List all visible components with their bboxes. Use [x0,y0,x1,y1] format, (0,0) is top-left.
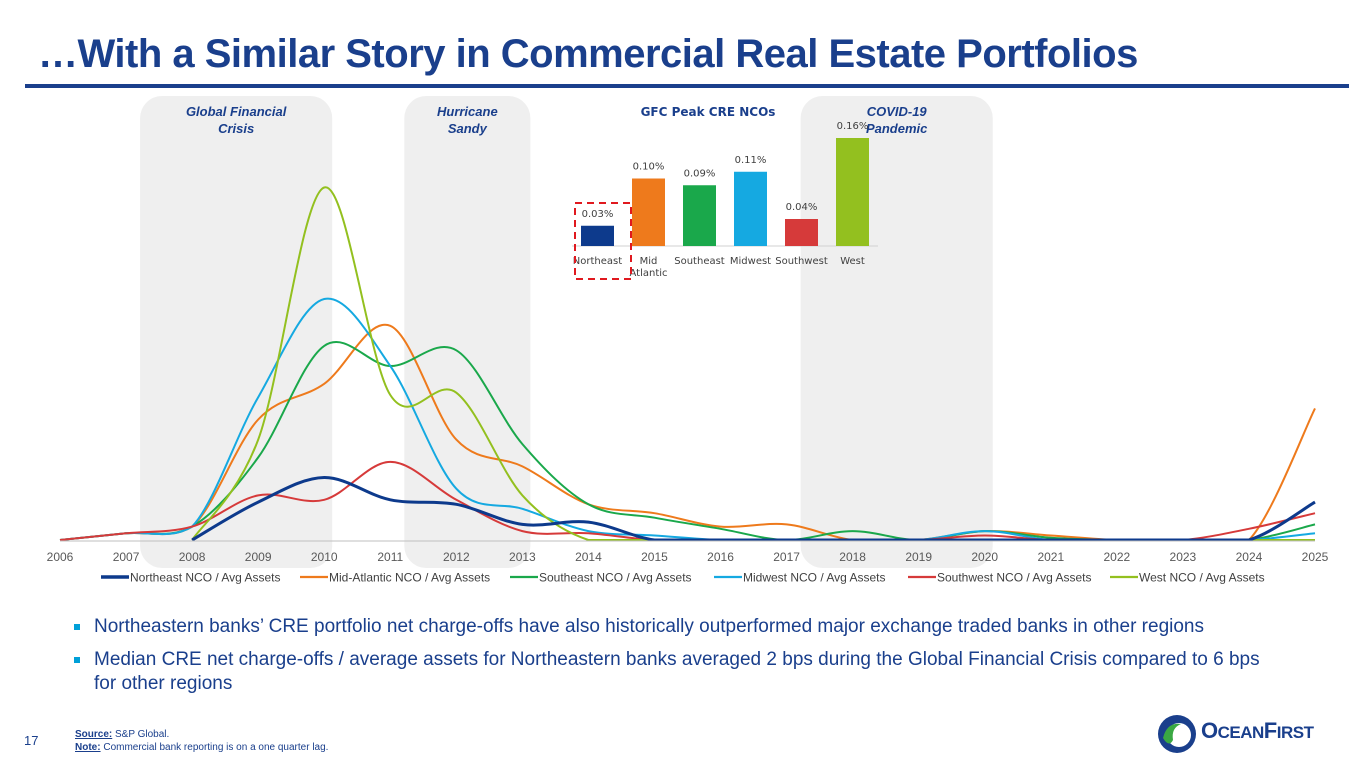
x-tick-label: 2025 [1302,550,1329,564]
bullet-item: Northeastern banks’ CRE portfolio net ch… [74,615,1274,639]
x-tick-label: 2018 [839,550,866,564]
bar-category-label: West [840,256,865,267]
period-label: Pandemic [866,121,928,136]
x-tick-label: 2013 [509,550,536,564]
bar-category-label: Southwest [775,256,828,267]
x-tick-label: 2020 [971,550,998,564]
northeast-highlight-box [574,202,632,280]
x-tick-label: 2006 [47,550,74,564]
legend-item: Southwest NCO / Avg Assets [908,571,1092,585]
cre-nco-chart: Global Financial Crisis Hurricane Sandy COVI… [47,96,1329,585]
bar-midwest [734,171,767,246]
period-label: COVID-19 [867,104,928,119]
bar-category-label: Midwest [730,256,771,267]
title-divider [25,84,1349,88]
legend-item: West NCO / Avg Assets [1110,571,1265,585]
footnotes: Source: S&P Global. Note: Commercial ban… [75,728,328,754]
bar-northeast [581,225,614,246]
shaded-period-3 [800,96,993,568]
bullet-square-icon [74,624,80,630]
legend-label: Mid-Atlantic NCO / Avg Assets [329,571,490,585]
x-tick-label: 2021 [1037,550,1064,564]
x-tick-label: 2011 [377,550,403,564]
oceanfirst-logo: OCEANFIRST [1157,712,1342,756]
bar-value-label: 0.09% [684,168,716,179]
shaded-period-1 [140,96,333,568]
bar-southwest [785,219,818,246]
bar-mid-atlantic [632,178,665,246]
bullet-text: Median CRE net charge-offs / average ass… [94,649,1260,694]
bullet-list: Northeastern banks’ CRE portfolio net ch… [74,615,1274,705]
legend-label: Midwest NCO / Avg Assets [743,571,886,585]
bar-value-label: 0.11% [735,155,767,166]
legend-item: Mid-Atlantic NCO / Avg Assets [300,571,490,585]
x-tick-label: 2023 [1170,550,1197,564]
logo-wordmark: OCEANFIRST [1201,718,1314,743]
inset-chart-title: GFC Peak CRE NCOs [641,105,776,119]
x-tick-label: 2010 [311,550,338,564]
page-number: 17 [24,733,39,748]
period-label: Hurricane [437,104,498,119]
x-tick-label: 2024 [1236,550,1263,564]
bullet-item: Median CRE net charge-offs / average ass… [74,648,1274,696]
x-tick-label: 2015 [641,550,668,564]
note-text: Commercial bank reporting is on a one qu… [103,742,329,753]
bar-southeast [683,185,716,246]
x-tick-label: 2007 [113,550,140,564]
x-tick-label: 2016 [707,550,734,564]
x-tick-label: 2009 [245,550,272,564]
period-label: Global Financial [186,104,287,119]
bar-value-label: 0.16% [837,121,869,132]
bar-value-label: 0.04% [786,202,818,213]
x-tick-label: 2022 [1103,550,1130,564]
period-label: Crisis [218,121,254,136]
source-text: S&P Global. [115,729,170,740]
logo-wave-icon [1158,715,1196,753]
bar-west [836,138,869,246]
x-tick-label: 2019 [905,550,932,564]
legend-label: Northeast NCO / Avg Assets [130,571,281,585]
bar-category-label: Southeast [674,256,725,267]
source-label: Source: [75,729,113,740]
legend-item: Southeast NCO / Avg Assets [510,571,692,585]
x-tick-label: 2012 [443,550,470,564]
bar-value-label: 0.10% [633,162,665,173]
x-tick-label: 2008 [179,550,206,564]
x-tick-label: 2017 [773,550,800,564]
bullet-text: Northeastern banks’ CRE portfolio net ch… [94,616,1204,637]
bullet-square-icon [74,657,80,663]
legend-label: West NCO / Avg Assets [1139,571,1265,585]
bar-category-label: Atlantic [629,268,667,279]
legend-label: Southwest NCO / Avg Assets [937,571,1092,585]
legend-label: Southeast NCO / Avg Assets [539,571,692,585]
northeast-series-line [191,475,1316,542]
bar-value-label: 0.03% [582,209,614,220]
legend-item: Midwest NCO / Avg Assets [714,571,886,585]
note-label: Note: [75,742,101,753]
bar-category-label: Mid [640,256,658,267]
x-tick-label: 2014 [575,550,602,564]
page-title: …With a Similar Story in Commercial Real… [38,32,1138,76]
bar-category-label: Northeast [573,256,622,267]
period-label: Sandy [448,121,488,136]
legend-item: Northeast NCO / Avg Assets [101,571,281,585]
shaded-period-2 [404,96,531,568]
